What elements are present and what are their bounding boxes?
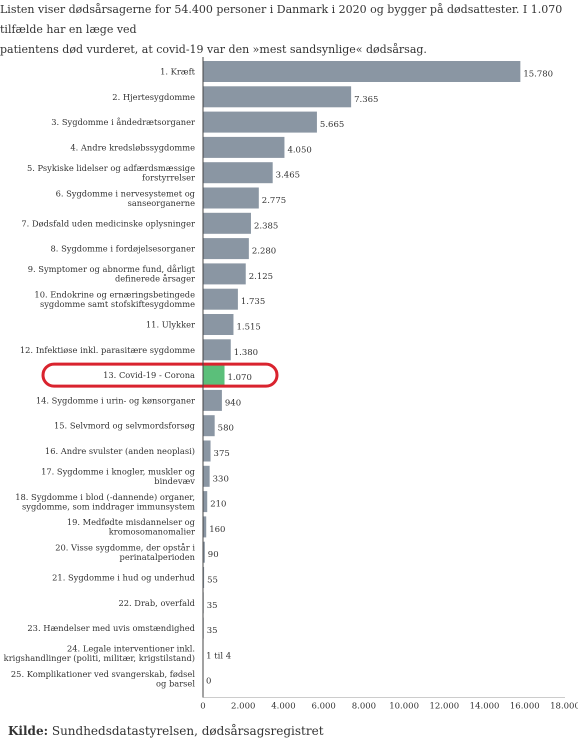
bar xyxy=(203,162,273,184)
source-note: Kilde: Sundhedsdatastyrelsen, dødsårsags… xyxy=(8,724,324,738)
category-label: 21. Sygdomme i hud og underhud xyxy=(52,573,196,583)
x-tick-label: 18.000 xyxy=(550,702,578,711)
category-label: 12. Infektiøse inkl. parasitære sygdomme xyxy=(20,345,195,355)
value-label: 1.735 xyxy=(241,297,265,307)
intro-line-1: Listen viser dødsårsagerne for 54.400 pe… xyxy=(0,3,563,36)
category-label: 22. Drab, overfald xyxy=(118,598,195,608)
bar xyxy=(203,389,222,411)
bar xyxy=(203,212,251,234)
bar xyxy=(203,339,231,361)
value-label: 2.775 xyxy=(262,196,286,206)
category-label: 15. Selvmord og selvmordsforsøg xyxy=(54,421,196,431)
category-label: 13. Covid-19 - Corona xyxy=(103,370,195,380)
intro-text: Listen viser dødsårsagerne for 54.400 pe… xyxy=(0,0,572,60)
category-label: 5. Psykiske lidelser og adfærdsmæssige fo… xyxy=(27,163,195,183)
category-label: 1. Kræft xyxy=(160,67,196,77)
x-tick-label: 6.000 xyxy=(311,702,335,711)
value-label: 7.365 xyxy=(354,95,378,105)
value-label: 2.125 xyxy=(249,272,273,282)
category-label: 20. Visse sygdomme, der opstår i perinata… xyxy=(55,541,195,562)
category-label: 18. Sygdomme i blod (-dannende) organer,… xyxy=(15,492,195,512)
value-label: 90 xyxy=(208,550,219,560)
value-label: 1.070 xyxy=(228,373,252,383)
value-label: 4.050 xyxy=(287,145,311,155)
category-label: 16. Andre svulster (anden neoplasi) xyxy=(45,446,195,456)
value-label: 15.780 xyxy=(523,70,553,80)
category-label: 14. Sygdomme i urin- og kønsorganer xyxy=(36,395,195,405)
value-label: 2.280 xyxy=(252,247,276,257)
value-label: 2.385 xyxy=(254,221,278,231)
bar xyxy=(203,516,207,538)
value-label: 160 xyxy=(209,525,225,535)
bar xyxy=(203,541,205,563)
bar xyxy=(203,136,285,158)
category-label: 8. Sygdomme i fordøjelsesorganer xyxy=(51,244,195,254)
bar xyxy=(203,263,246,285)
category-label: 24. Legale interventioner inkl. krigshand… xyxy=(4,644,195,664)
x-tick-label: 2.000 xyxy=(231,702,255,711)
bar xyxy=(203,288,238,310)
bar xyxy=(203,491,208,513)
value-label: 375 xyxy=(214,449,230,459)
category-label: 23. Hændelser med uvis omstændighed xyxy=(27,623,195,633)
category-label: 17. Sygdomme i knogler, muskler og bindev… xyxy=(41,467,196,487)
category-label: 4. Andre kredsløbssygdomme xyxy=(70,142,195,152)
category-label: 19. Medfødte misdannelser og kromosomanom… xyxy=(67,517,196,537)
bar xyxy=(203,567,205,588)
category-label: 7. Dødsfald uden medicinske oplysninger xyxy=(21,218,195,228)
x-tick-label: 10.000 xyxy=(389,702,419,711)
highlighted-bar xyxy=(203,364,225,386)
bar xyxy=(203,187,259,209)
value-label: 35 xyxy=(207,601,218,611)
value-label: 940 xyxy=(225,398,241,408)
bar xyxy=(203,415,215,437)
source-text: Sundhedsdatastyrelsen, dødsårsagsregistr… xyxy=(51,724,324,738)
category-label: 2. Hjertesygdomme xyxy=(112,92,195,102)
x-tick-label: 16.000 xyxy=(510,702,540,711)
category-label: 25. Komplikationer ved svangerskab, føds… xyxy=(11,669,195,689)
causes-of-death-bar-chart: 1. Kræft 15.780 2. Hjertesygdomme 7.365 3. S… xyxy=(4,57,578,711)
category-label: 10. Endokrine og ernæringsbetingede sygdo… xyxy=(34,289,195,309)
x-tick-label: 4.000 xyxy=(271,702,295,711)
bar xyxy=(203,86,352,108)
highlight-ring xyxy=(41,362,279,388)
x-tick-label: 14.000 xyxy=(470,702,500,711)
bar xyxy=(203,465,210,487)
value-label: 1.515 xyxy=(236,323,260,333)
value-label: 55 xyxy=(207,576,218,586)
value-label: 210 xyxy=(210,500,226,510)
category-label: 9. Symptomer og abnorme fund, dårligt def… xyxy=(28,263,196,284)
bar xyxy=(203,238,249,260)
value-label: 3.465 xyxy=(276,171,300,181)
value-label: 1.380 xyxy=(234,348,258,358)
bar xyxy=(203,111,317,133)
value-label: 35 xyxy=(207,626,218,636)
intro-line-2: patientens død vurderet, at covid-19 var… xyxy=(0,43,427,56)
value-label: 580 xyxy=(218,424,234,434)
x-tick-label: 12.000 xyxy=(429,702,459,711)
category-label: 11. Ulykker xyxy=(146,320,195,330)
value-label: 1 til 4 xyxy=(206,651,231,661)
category-label: 6. Sygdomme i nervesystemet og sanseorgan… xyxy=(56,188,196,208)
x-tick-label: 0 xyxy=(200,702,205,711)
bar xyxy=(203,440,211,462)
value-label: 0 xyxy=(206,677,211,687)
value-label: 330 xyxy=(213,474,229,484)
bar xyxy=(203,314,234,335)
bar xyxy=(203,61,521,82)
value-label: 5.665 xyxy=(320,120,344,130)
category-label: 3. Sygdomme i åndedrætsorganer xyxy=(51,116,195,127)
source-label: Kilde: xyxy=(8,724,49,738)
x-tick-label: 8.000 xyxy=(352,702,376,711)
